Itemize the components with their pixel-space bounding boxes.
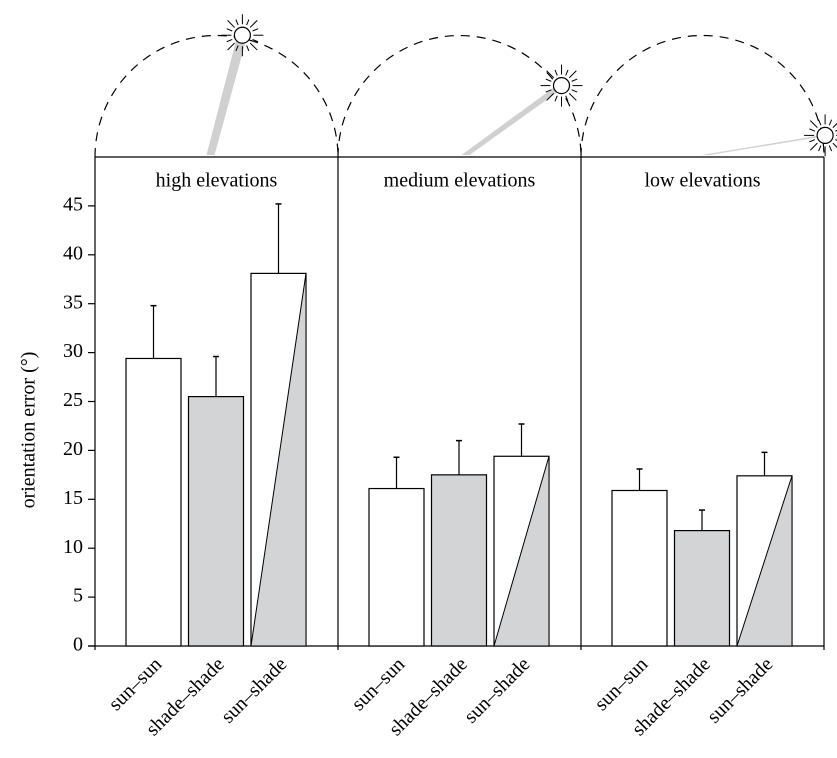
bar-group <box>737 476 792 646</box>
x-tick-label: sun–shade <box>703 653 778 728</box>
y-tick-label: 5 <box>73 585 83 607</box>
sun-ray <box>227 39 233 41</box>
sun-ray <box>247 20 249 26</box>
sun-ray <box>247 45 249 51</box>
sun-ray <box>546 79 552 81</box>
sun-ray <box>833 121 837 128</box>
sun-beam <box>207 35 248 155</box>
bar <box>369 489 424 646</box>
sun-ray <box>819 146 821 152</box>
sun-ray <box>555 70 557 76</box>
sun-ray <box>572 79 578 81</box>
bar-group <box>251 273 306 646</box>
bar <box>675 531 730 646</box>
sun-ray <box>810 143 817 150</box>
x-tick-label: sun–shade <box>460 653 535 728</box>
panel-title: low elevations <box>644 170 760 192</box>
bar-group <box>675 531 730 646</box>
sun-ray <box>810 121 817 128</box>
sun-ray <box>253 29 259 31</box>
x-tick-label: sun–sun <box>347 653 409 715</box>
y-tick-label: 25 <box>63 389 83 411</box>
sun-ray <box>566 70 568 76</box>
sun-ray <box>829 120 831 126</box>
y-tick-label: 0 <box>73 634 83 656</box>
sun-ray <box>569 71 576 78</box>
bar <box>126 358 181 646</box>
bar <box>189 397 244 646</box>
y-tick-label: 10 <box>63 536 83 558</box>
sun-ray <box>809 129 815 131</box>
sun-ray <box>250 43 257 50</box>
y-tick-label: 45 <box>63 193 83 215</box>
sun-arc <box>581 35 824 157</box>
x-tick-label: sun–shade <box>217 653 292 728</box>
sun-beam <box>702 135 831 155</box>
sun-ray <box>819 120 821 126</box>
sun-ray <box>829 146 831 152</box>
bar-group <box>369 489 424 646</box>
sun-ray <box>227 29 233 31</box>
y-tick-label: 20 <box>63 438 83 460</box>
y-axis-label: orientation error (°) <box>18 352 40 509</box>
sun-ray <box>833 143 837 150</box>
y-tick-label: 40 <box>63 242 83 264</box>
sun-ray <box>236 20 238 26</box>
sun-ray <box>569 93 576 100</box>
y-tick-label: 15 <box>63 487 83 509</box>
bar-group <box>189 397 244 646</box>
panel-title: high elevations <box>156 170 278 192</box>
bar-group <box>612 490 667 646</box>
panel-title: medium elevations <box>384 170 536 192</box>
bar-group <box>126 358 181 646</box>
sun <box>234 27 250 43</box>
sun-ray <box>228 20 235 27</box>
chart: orientation error (°) 0 5 10 15 20 25 30 35 40 45… <box>0 0 837 758</box>
sun <box>817 127 833 143</box>
sun-ray <box>809 140 815 142</box>
bar <box>432 475 487 646</box>
x-tick-label: sun–sun <box>104 653 166 715</box>
bar-group <box>432 475 487 646</box>
bar <box>612 490 667 646</box>
sun-ray <box>555 96 557 102</box>
x-tick-label: sun–sun <box>590 653 652 715</box>
y-tick-label: 35 <box>63 291 83 313</box>
sun-ray <box>250 20 257 27</box>
sun-ray <box>572 90 578 92</box>
sun-ray <box>228 43 235 50</box>
sun <box>553 78 569 94</box>
bar-group <box>494 456 549 646</box>
y-tick-label: 30 <box>63 340 83 362</box>
